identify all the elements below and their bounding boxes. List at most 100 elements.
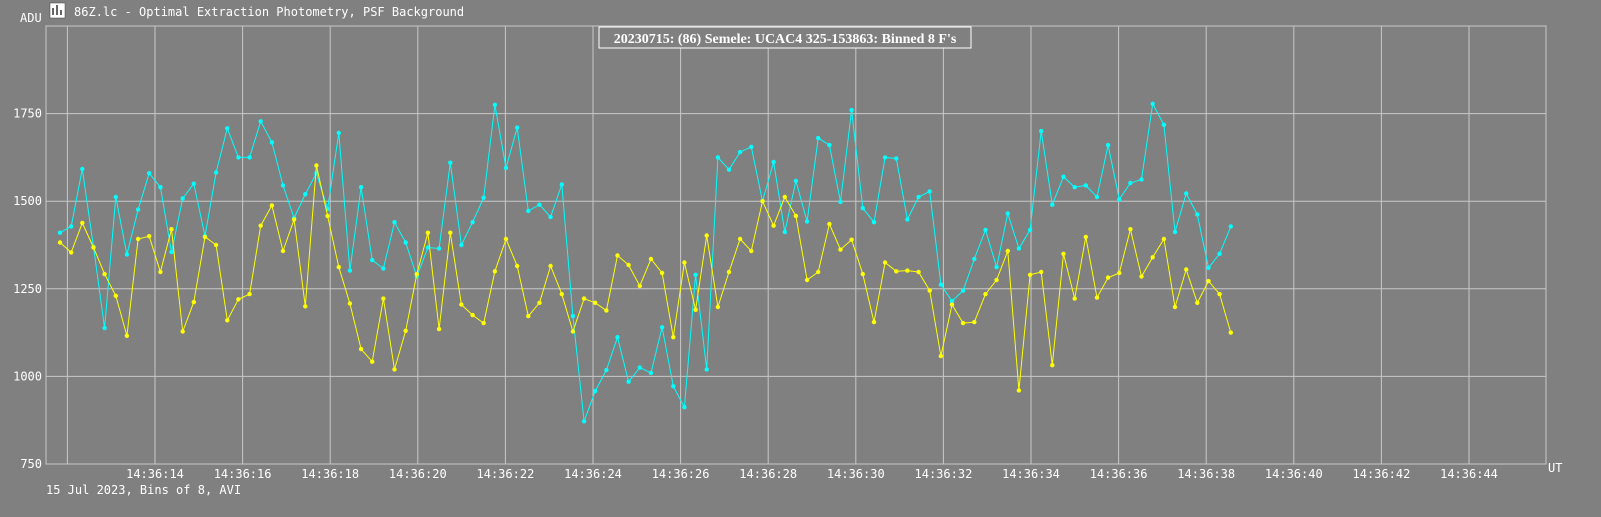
- data-point: [905, 268, 910, 273]
- data-point: [113, 194, 119, 200]
- data-point: [1050, 363, 1055, 368]
- y-tick-label: 1000: [13, 369, 42, 383]
- data-point: [626, 262, 631, 268]
- data-point: [269, 203, 275, 208]
- data-point: [169, 227, 174, 232]
- data-point: [916, 269, 921, 275]
- data-point: [258, 223, 263, 228]
- data-point: [771, 223, 776, 228]
- x-tick-label: 14:36:18: [301, 467, 359, 481]
- data-point: [604, 308, 609, 313]
- series-line: [59, 102, 1232, 422]
- data-point: [381, 296, 386, 301]
- data-point: [960, 288, 966, 293]
- data-point: [280, 248, 286, 254]
- data-point: [615, 335, 620, 340]
- data-point: [726, 167, 732, 172]
- data-point: [1206, 278, 1211, 284]
- data-point: [1094, 194, 1100, 200]
- data-point: [1184, 267, 1189, 272]
- data-point: [91, 245, 96, 250]
- data-point: [403, 328, 408, 333]
- data-point: [1206, 265, 1211, 270]
- data-point: [682, 405, 687, 410]
- data-point: [1228, 224, 1234, 229]
- data-point: [949, 298, 955, 304]
- data-point: [537, 300, 542, 305]
- data-point: [860, 206, 865, 211]
- data-point: [637, 365, 642, 370]
- data-point: [1139, 274, 1144, 279]
- data-point: [1027, 272, 1033, 277]
- data-point: [581, 419, 587, 424]
- chart-title-box: 20230715: (86) Semele: UCAC4 325-153863:…: [598, 26, 972, 49]
- data-point: [481, 320, 486, 326]
- data-point: [225, 318, 230, 323]
- data-point: [526, 313, 531, 319]
- data-point: [258, 119, 263, 124]
- data-point: [838, 199, 843, 205]
- data-point: [336, 130, 341, 136]
- data-point: [180, 196, 185, 201]
- data-point: [949, 302, 955, 307]
- data-point: [448, 160, 453, 165]
- data-point: [414, 271, 419, 277]
- data-point: [80, 220, 85, 226]
- x-tick-label: 14:36:34: [1002, 467, 1060, 481]
- data-point: [147, 234, 152, 239]
- x-tick-label: 14:36:26: [652, 467, 710, 481]
- data-point: [347, 301, 353, 306]
- data-point: [381, 266, 386, 271]
- data-point: [827, 221, 832, 227]
- data-point: [793, 213, 799, 219]
- data-point: [236, 297, 241, 302]
- data-point: [1150, 255, 1155, 260]
- data-point: [1016, 246, 1022, 251]
- data-point: [983, 291, 988, 297]
- data-point: [637, 283, 642, 289]
- series-2: [57, 163, 1234, 393]
- data-point: [1195, 212, 1200, 217]
- data-point: [704, 233, 709, 238]
- data-point: [793, 178, 799, 184]
- data-point: [1128, 227, 1133, 232]
- data-point: [147, 171, 152, 176]
- data-point: [1217, 251, 1222, 256]
- data-point: [247, 291, 252, 297]
- data-point: [548, 214, 553, 220]
- data-point: [1061, 251, 1066, 256]
- y-tick-label: 1500: [13, 194, 42, 208]
- x-axis-label: UT: [1548, 461, 1562, 475]
- data-point: [336, 264, 341, 270]
- data-point: [1117, 270, 1122, 276]
- series-1: [57, 101, 1234, 424]
- data-point: [938, 353, 944, 359]
- data-point: [325, 213, 330, 219]
- data-point: [503, 236, 509, 242]
- data-point: [191, 181, 196, 186]
- data-point: [515, 125, 520, 130]
- data-point: [804, 277, 810, 283]
- data-point: [492, 269, 498, 274]
- x-tick-label: 14:36:16: [214, 467, 272, 481]
- data-point: [158, 269, 163, 275]
- data-point: [370, 359, 375, 364]
- data-point: [782, 229, 787, 235]
- data-point: [1172, 304, 1178, 310]
- data-point: [236, 155, 241, 160]
- x-tick-label: 14:36:32: [915, 467, 973, 481]
- x-tick-labels: 14:36:14 14:36:16 14:36:18 14:36:20 14:36:22…: [126, 467, 1498, 481]
- data-point: [927, 288, 932, 293]
- data-point: [1005, 211, 1010, 216]
- data-point: [760, 199, 765, 204]
- data-point: [704, 367, 709, 372]
- data-point: [581, 296, 587, 301]
- chart-title: 20230715: (86) Semele: UCAC4 325-153863:…: [614, 32, 957, 47]
- data-point: [1050, 202, 1055, 207]
- data-point: [291, 217, 297, 222]
- x-tick-label: 14:36:14: [126, 467, 184, 481]
- data-point: [816, 269, 821, 275]
- data-point: [593, 300, 598, 305]
- data-point: [1128, 180, 1133, 186]
- data-point: [436, 246, 442, 251]
